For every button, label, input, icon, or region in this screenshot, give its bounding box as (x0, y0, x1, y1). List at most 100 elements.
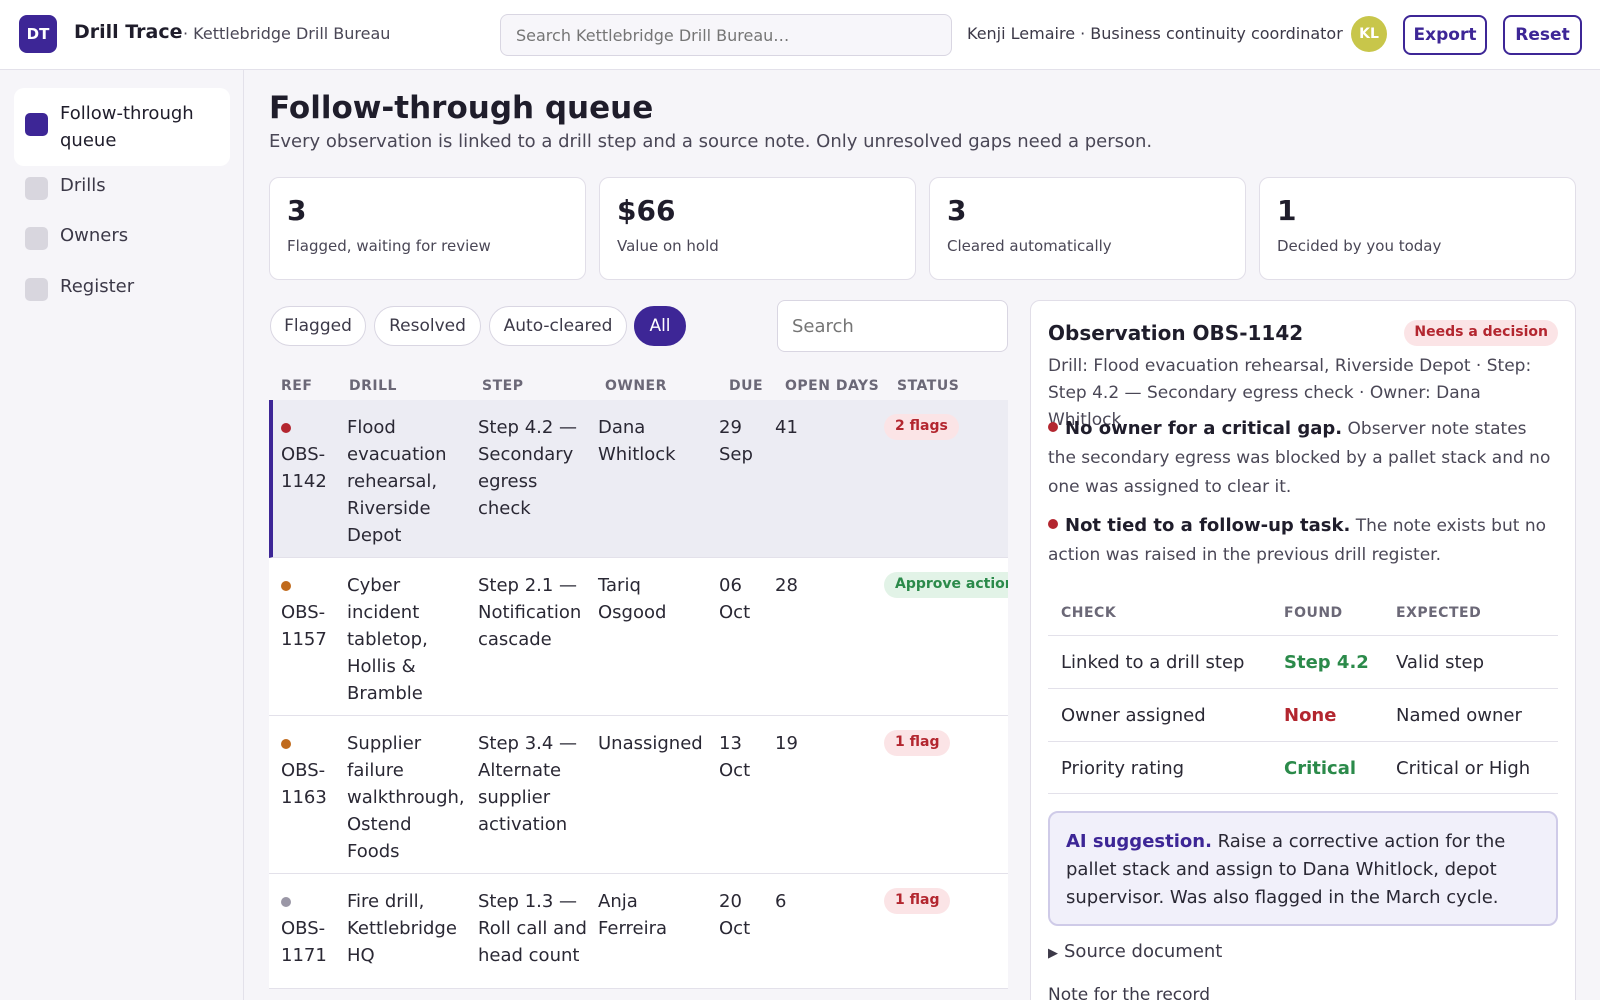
ref-cell: OBS- 1163 (281, 730, 327, 811)
cell-open-days: 6 (775, 891, 787, 912)
cell-owner: Anja Ferreira (598, 891, 668, 939)
flag-badge: 1 flag (884, 730, 951, 756)
check-found: Step 4.2 (1284, 652, 1369, 673)
stat-card-cleared: 3 Cleared automatically (929, 177, 1246, 280)
sidebar: Follow-through queue Drills Owners Regis… (0, 70, 244, 1000)
status-dot-icon (281, 581, 291, 591)
source-document-toggle[interactable]: ▶ Source document (1048, 941, 1222, 962)
sidebar-item-register[interactable]: Register (14, 276, 230, 301)
issue-text: Observer note states the secondary egres… (1048, 419, 1551, 497)
user-label: Kenji Lemaire · Business continuity coor… (967, 24, 1343, 43)
issue-item: Not tied to a follow-up task. The note e… (1048, 511, 1558, 570)
column-header-status[interactable]: STATUS (897, 378, 960, 394)
cell-ref: OBS- 1171 (281, 918, 327, 966)
check-row: Priority rating Critical Critical or Hig… (1048, 741, 1558, 794)
column-header-step[interactable]: STEP (482, 378, 524, 394)
cell-ref: OBS- 1163 (281, 760, 327, 808)
cell-drill: Supplier failure walkthrough, Ostend Foo… (347, 733, 465, 862)
table-row[interactable]: OBS- 1163 Supplier failure walkthrough, O… (269, 716, 1008, 874)
alert-dot-icon (1048, 519, 1058, 529)
issue-item: No owner for a critical gap. Observer no… (1048, 414, 1558, 502)
ref-cell: OBS- 1171 (281, 888, 327, 969)
column-header-due[interactable]: DUE (729, 378, 764, 394)
top-bar: DT Drill Trace · Kettlebridge Drill Bure… (0, 0, 1600, 70)
status-dot-icon (281, 423, 291, 433)
stat-label: Flagged, waiting for review (287, 236, 491, 255)
page-subtitle: Every observation is linked to a drill s… (269, 131, 1153, 152)
stat-label: Decided by you today (1277, 236, 1442, 255)
table-row[interactable]: OBS- 1171 Fire drill, Kettlebridge HQ Step… (269, 874, 1008, 989)
sidebar-item-drills[interactable]: Drills (14, 175, 230, 200)
alert-dot-icon (1048, 422, 1058, 432)
sidebar-item-follow-through-queue[interactable]: Follow-through queue (14, 88, 230, 166)
cell-owner: Unassigned (598, 733, 703, 754)
cell-due: 20 Oct (719, 891, 751, 939)
export-button[interactable]: Export (1403, 15, 1487, 55)
issue-text: The note exists but no action was raised… (1048, 516, 1546, 565)
flag-badge: 2 flags (884, 414, 959, 440)
check-expected: Valid step (1396, 652, 1485, 673)
check-name: Owner assigned (1061, 705, 1206, 726)
column-header-drill[interactable]: DRILL (349, 378, 397, 394)
sidebar-item-owners[interactable]: Owners (14, 225, 230, 250)
detail-title: Observation OBS-1142 (1048, 321, 1304, 345)
observation-table: REF DRILL STEP OWNER DUE OPEN DAYS STATU… (269, 366, 1008, 1000)
stat-card-value-on-hold: $66 Value on hold (599, 177, 916, 280)
sidebar-item-label: Register (60, 276, 135, 297)
column-header-ref[interactable]: REF (281, 378, 313, 394)
table-search-input[interactable] (777, 300, 1008, 352)
cell-drill: Fire drill, Kettlebridge HQ (347, 891, 457, 966)
filter-flagged[interactable]: Flagged (270, 306, 366, 346)
triangle-right-icon: ▶ (1048, 946, 1058, 961)
table-row[interactable]: OBS- 1157 Cyber incident tabletop, Hollis… (269, 558, 1008, 716)
ref-cell: OBS- 1142 (281, 414, 327, 495)
stat-value: $66 (617, 194, 676, 227)
table-row[interactable]: OBS- 1142 Flood evacuation rehearsal, Riv… (269, 400, 1008, 558)
org-name: · Kettlebridge Drill Bureau (183, 24, 391, 43)
avatar[interactable]: KL (1351, 16, 1387, 52)
stat-value: 3 (287, 194, 307, 227)
cell-due: 06 Oct (719, 575, 751, 623)
ai-suggestion-box: AI suggestion. Raise a corrective action… (1048, 811, 1558, 926)
stat-label: Cleared automatically (947, 236, 1112, 255)
check-header-found: FOUND (1284, 605, 1343, 621)
global-search-input[interactable] (500, 14, 952, 56)
column-header-owner[interactable]: OWNER (605, 378, 667, 394)
check-name: Linked to a drill step (1061, 652, 1245, 673)
page-title: Follow-through queue (269, 90, 654, 126)
column-header-open-days[interactable]: OPEN DAYS (785, 378, 880, 394)
app-name: Drill Trace (74, 21, 183, 43)
check-row: Linked to a drill step Step 4.2 Valid st… (1048, 635, 1558, 688)
filter-resolved[interactable]: Resolved (374, 306, 481, 346)
check-header-check: CHECK (1061, 605, 1117, 621)
queue-icon (25, 113, 48, 136)
filter-auto-cleared[interactable]: Auto-cleared (489, 306, 627, 346)
cell-open-days: 41 (775, 417, 798, 438)
owners-icon (25, 227, 48, 250)
reset-button[interactable]: Reset (1503, 15, 1582, 55)
cell-due: 13 Oct (719, 733, 751, 781)
sidebar-item-label: Owners (60, 225, 129, 246)
issue-title: No owner for a critical gap. (1065, 418, 1343, 439)
register-icon (25, 278, 48, 301)
filter-all[interactable]: All (634, 306, 686, 346)
check-found: Critical (1284, 758, 1357, 779)
approve-action-button[interactable]: Approve action (884, 572, 1008, 598)
note-label: Note for the record (1048, 985, 1211, 1000)
sidebar-item-label: Drills (60, 175, 106, 196)
cell-step: Step 1.3 — Roll call and head count (478, 891, 587, 966)
cell-drill: Cyber incident tabletop, Hollis & Brambl… (347, 575, 428, 704)
cell-step: Step 4.2 — Secondary egress check (478, 417, 578, 519)
cell-owner: Tariq Osgood (598, 575, 667, 623)
check-name: Priority rating (1061, 758, 1185, 779)
stat-card-decided: 1 Decided by you today (1259, 177, 1576, 280)
cell-owner: Dana Whitlock (598, 417, 676, 465)
cell-ref: OBS- 1157 (281, 602, 327, 650)
check-found: None (1284, 705, 1337, 726)
check-expected: Critical or High (1396, 758, 1531, 779)
cell-due: 29 Sep (719, 417, 753, 465)
detail-meta: Drill: Flood evacuation rehearsal, River… (1048, 356, 1532, 430)
ai-text: Raise a corrective action for the pallet… (1066, 831, 1506, 908)
flag-badge: 1 flag (884, 888, 951, 914)
drills-icon (25, 177, 48, 200)
